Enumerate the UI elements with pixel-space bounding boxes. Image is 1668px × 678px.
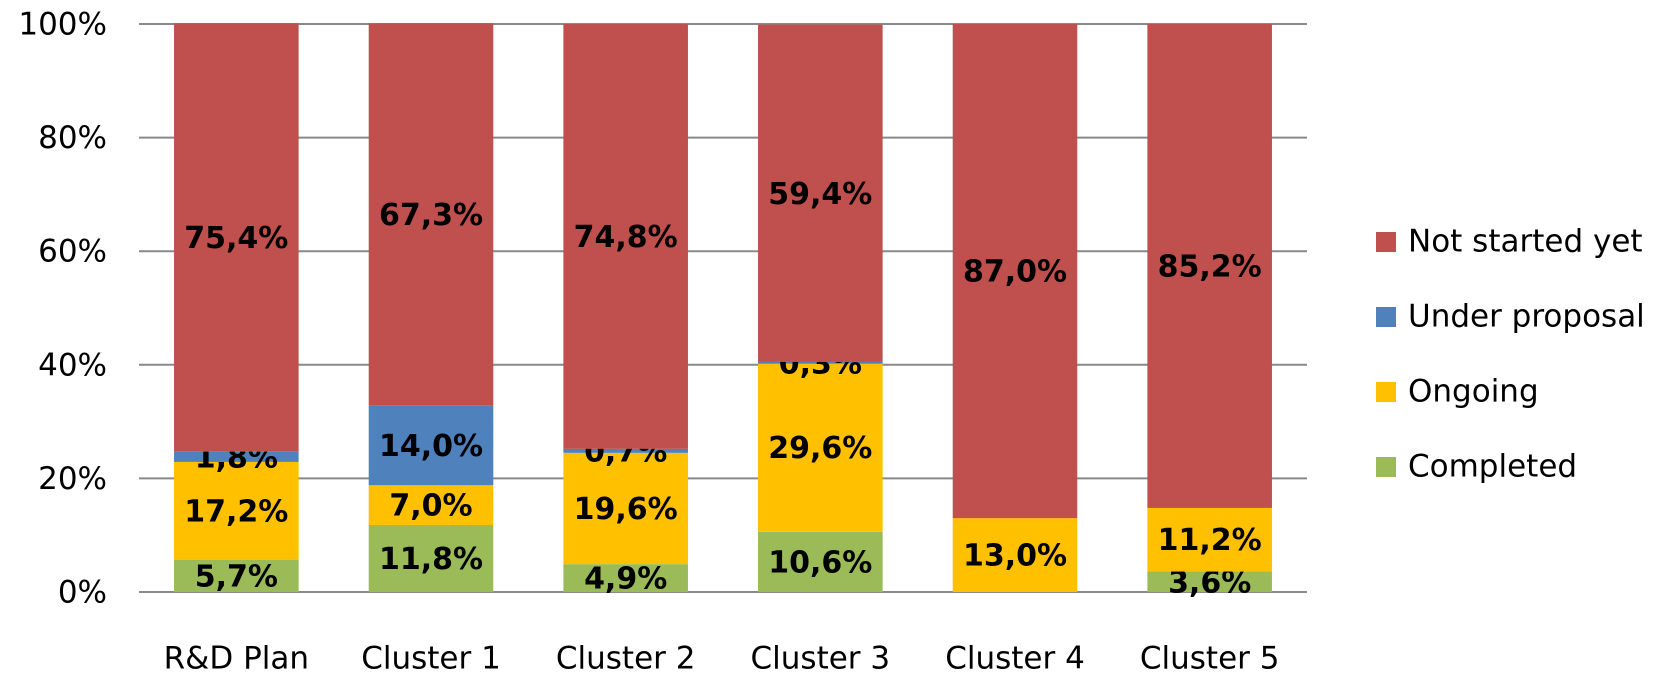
bar-segment	[952, 24, 1078, 519]
data-label: 4,9%	[584, 562, 667, 597]
bar-segment	[563, 564, 688, 592]
data-label: 5,7%	[195, 559, 278, 594]
bar-segment	[1147, 571, 1272, 592]
data-label: 7,0%	[389, 489, 472, 524]
legend-swatch	[1376, 382, 1396, 402]
data-label: 19,6%	[574, 492, 678, 527]
bar-segment	[758, 363, 883, 532]
data-label: 74,8%	[574, 220, 678, 255]
data-label: 87,0%	[963, 255, 1067, 290]
data-label: 67,3%	[379, 198, 483, 233]
y-tick-label: 0%	[58, 575, 107, 611]
bar-segment	[758, 361, 883, 364]
bar-segment	[368, 485, 494, 525]
data-label: 75,4%	[184, 221, 288, 256]
x-tick-label: Cluster 5	[1140, 641, 1280, 677]
legend-label: Completed	[1408, 449, 1577, 485]
bar-segment	[952, 518, 1078, 592]
data-label: 85,2%	[1158, 249, 1262, 284]
x-tick-label: R&D Plan	[164, 641, 309, 677]
data-label: 59,4%	[768, 177, 872, 212]
bar-segment	[1147, 24, 1272, 508]
bar-segment	[758, 531, 883, 592]
data-label: 13,0%	[963, 539, 1067, 574]
bar-segment	[174, 461, 299, 560]
bar-segment	[563, 24, 688, 449]
legend-swatch	[1376, 457, 1396, 477]
bar-segment	[563, 452, 688, 565]
data-label: 14,0%	[379, 429, 483, 464]
bar-segment	[174, 451, 299, 462]
data-label: 17,2%	[184, 494, 288, 529]
legend-swatch	[1376, 232, 1396, 252]
bar-segment	[758, 24, 883, 362]
legend-label: Ongoing	[1408, 374, 1539, 410]
legend-label: Under proposal	[1408, 299, 1645, 335]
x-tick-label: Cluster 1	[361, 641, 501, 677]
bar-segment	[174, 23, 299, 452]
data-label: 29,6%	[768, 431, 872, 466]
y-tick-label: 60%	[38, 234, 107, 270]
legend-label: Not started yet	[1408, 224, 1643, 260]
bar-segment	[368, 405, 494, 486]
legend-swatch	[1376, 307, 1396, 327]
data-label: 10,6%	[768, 545, 872, 580]
data-label: 11,2%	[1158, 523, 1262, 558]
bar-segment	[368, 23, 494, 406]
data-label: 11,8%	[379, 542, 483, 577]
bar-segment	[1147, 507, 1272, 572]
bar-segment	[368, 524, 494, 592]
x-tick-label: Cluster 3	[751, 641, 891, 677]
y-tick-label: 100%	[18, 7, 107, 43]
y-tick-label: 80%	[38, 120, 107, 156]
y-tick-label: 40%	[38, 347, 107, 383]
x-tick-label: Cluster 2	[556, 641, 696, 677]
x-tick-label: Cluster 4	[945, 641, 1085, 677]
y-tick-label: 20%	[38, 461, 107, 497]
bar-segment	[563, 448, 688, 453]
bar-segment	[174, 559, 299, 592]
